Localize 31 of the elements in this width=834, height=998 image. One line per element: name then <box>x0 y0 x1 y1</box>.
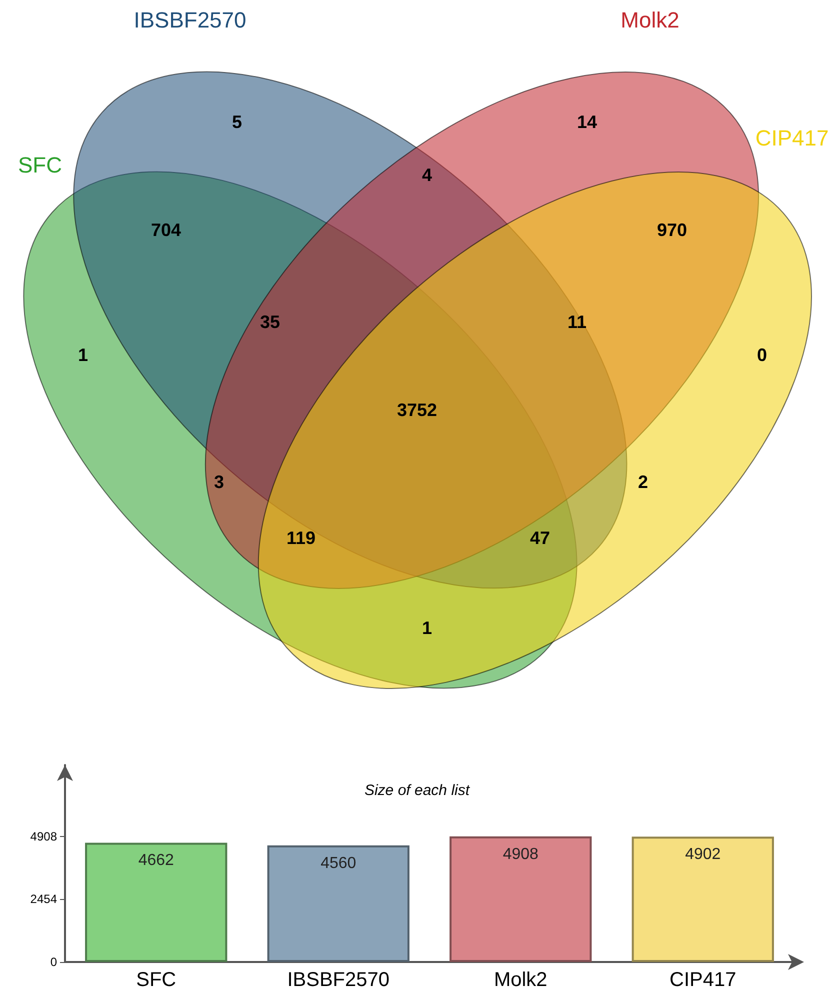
data-label: 4560 <box>320 854 356 872</box>
y-tick-label: 4908 <box>30 829 58 844</box>
text: 5 <box>232 112 242 132</box>
text: Size of each list <box>364 782 470 799</box>
text: 970 <box>656 220 688 240</box>
text: 2 <box>638 472 648 492</box>
legend-label: Molk2 <box>620 8 680 32</box>
text: 119 <box>286 528 316 548</box>
x-tick-label: Molk2 <box>494 969 548 991</box>
text: 1 <box>78 345 88 365</box>
x-tick-label: IBSBF2570 <box>287 969 390 991</box>
y-tick-label: 2454 <box>30 892 58 906</box>
text: 35 <box>260 312 280 332</box>
x-tick-label: CIP417 <box>670 969 736 991</box>
text: 3 <box>214 472 224 492</box>
text: 3752 <box>396 400 438 420</box>
data-label: 4902 <box>685 846 721 864</box>
legend-label: SFC <box>18 152 62 178</box>
data-label: 4908 <box>502 846 539 863</box>
y-tick-label: 0 <box>50 955 58 969</box>
data-label: 4662 <box>138 852 174 870</box>
text: 4 <box>422 165 432 185</box>
text: 14 <box>576 112 598 132</box>
text: 11 <box>567 312 587 332</box>
legend-label: CIP417 <box>755 126 829 150</box>
text: 0 <box>756 345 768 365</box>
x-tick-label: SFC <box>136 969 176 991</box>
text: 1 <box>422 618 432 638</box>
text: 47 <box>530 528 550 548</box>
text: 704 <box>150 220 182 240</box>
legend-label: IBSBF2570 <box>134 8 246 32</box>
